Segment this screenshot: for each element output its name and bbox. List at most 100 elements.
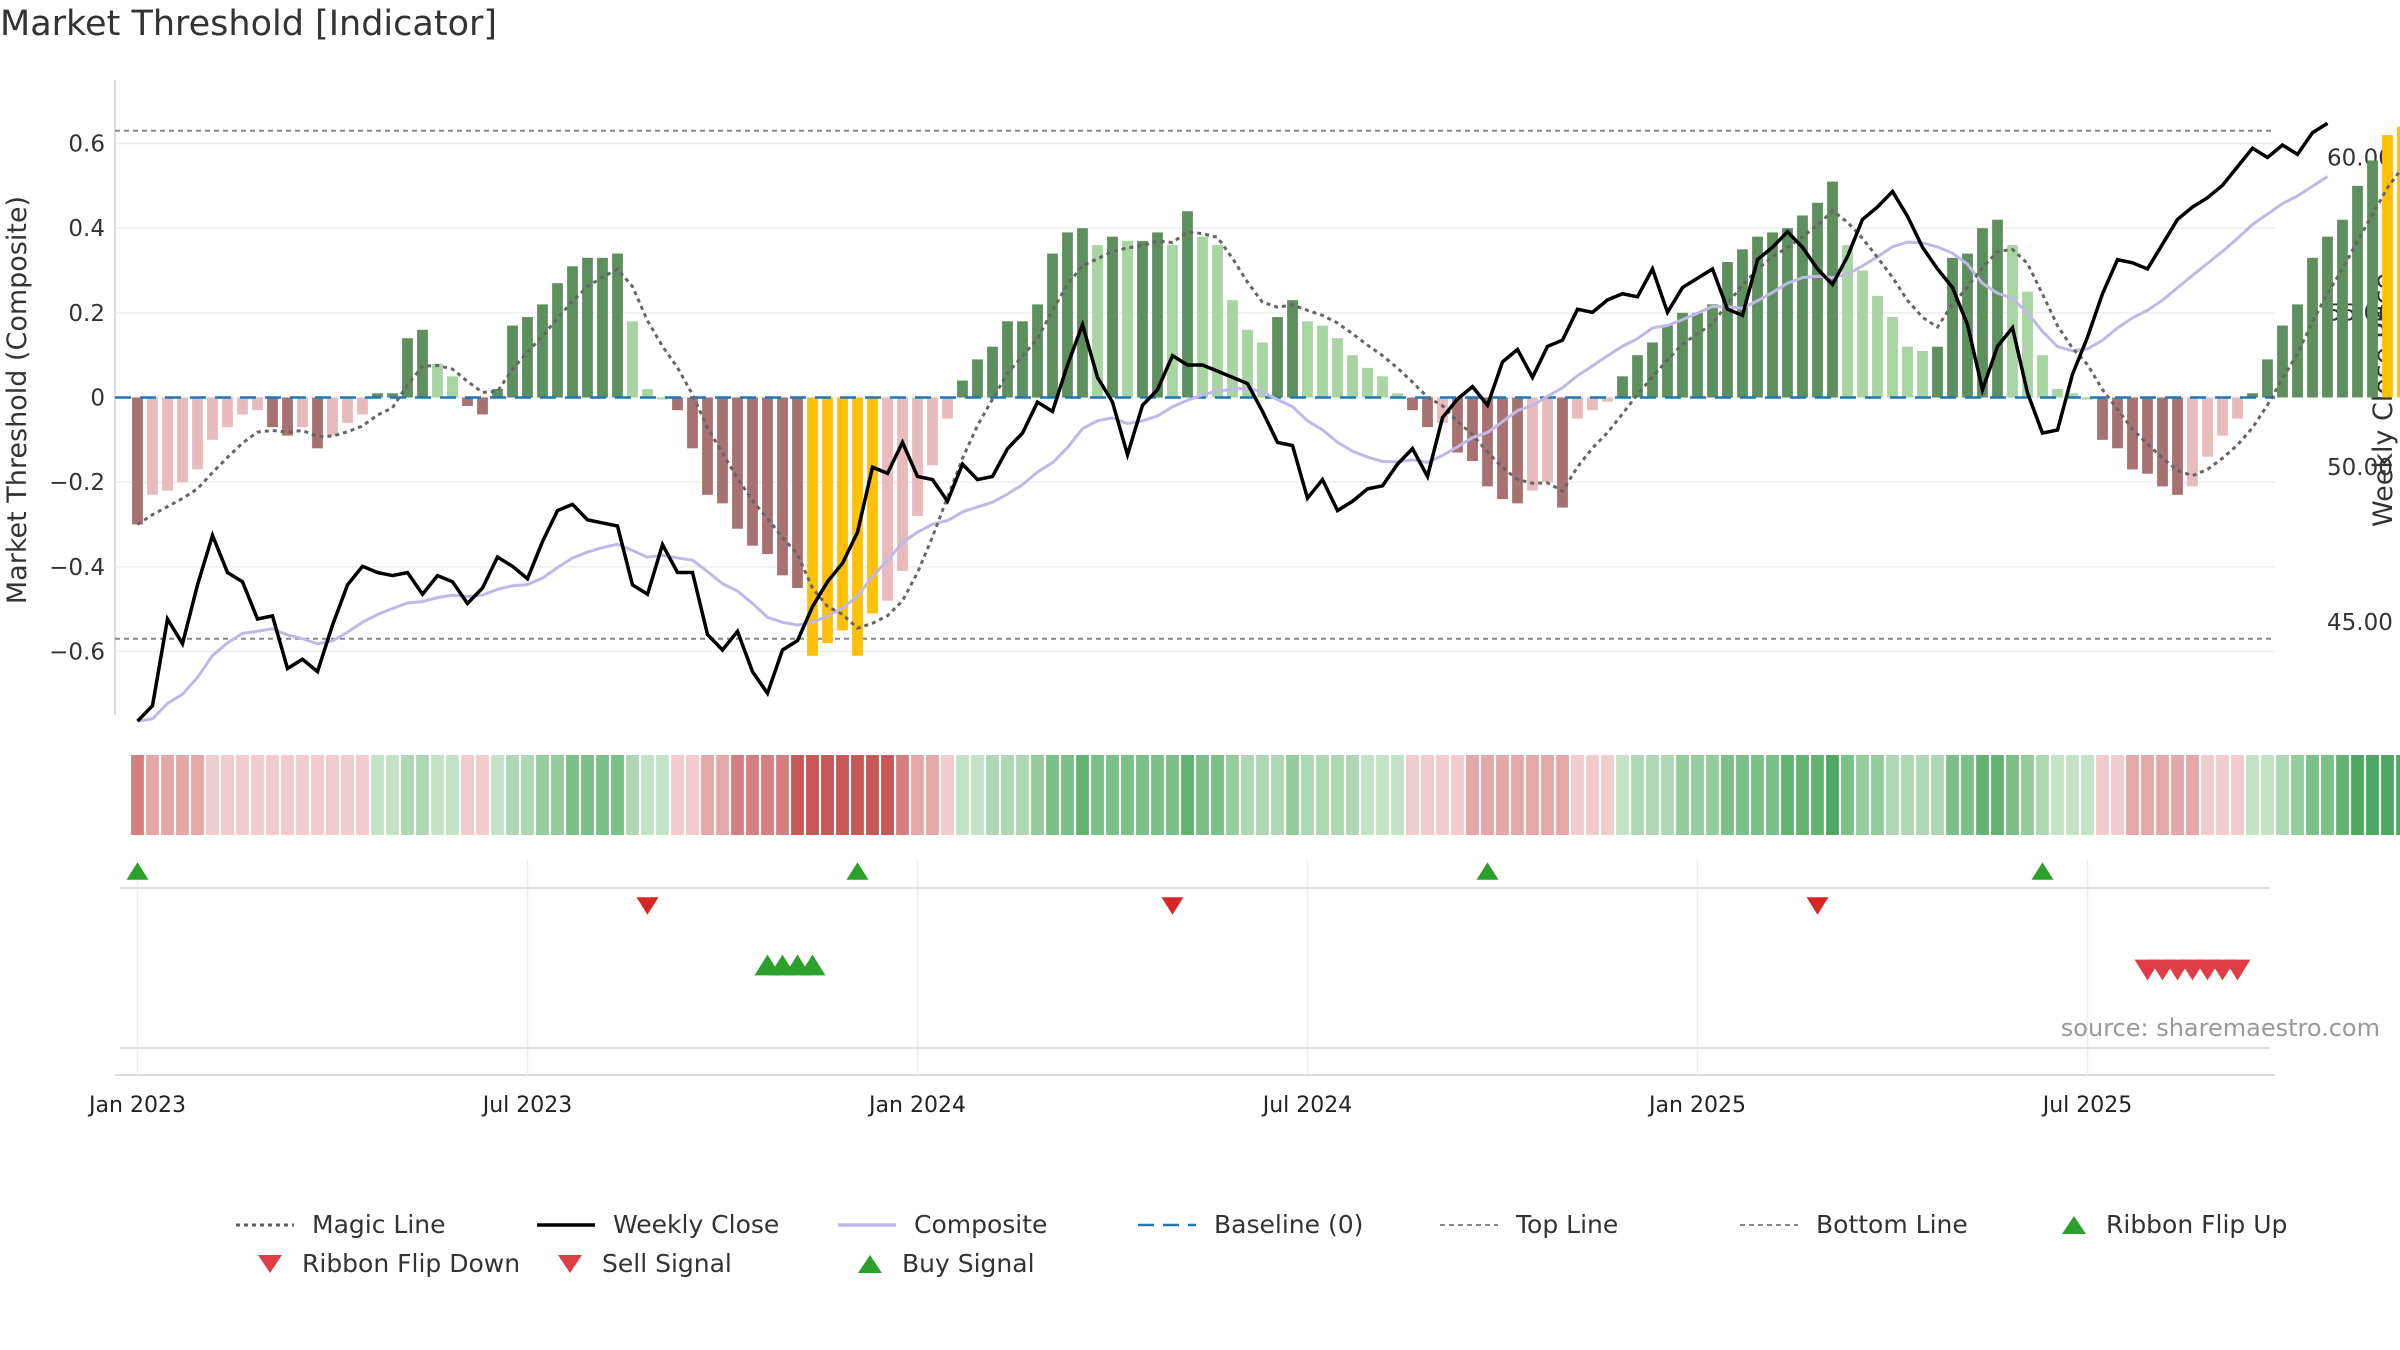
composite-bar bbox=[2307, 257, 2318, 398]
composite-bar bbox=[2172, 397, 2183, 495]
ribbon-cell bbox=[341, 755, 354, 835]
composite-bar bbox=[867, 397, 878, 614]
ribbon-cell bbox=[986, 755, 999, 835]
x-tick-label: Jan 2024 bbox=[867, 1093, 966, 1118]
ribbon-cell bbox=[431, 755, 444, 835]
composite-bar bbox=[327, 397, 338, 436]
ribbon-cell bbox=[1991, 755, 2004, 835]
composite-bar bbox=[762, 397, 773, 555]
composite-bar bbox=[1212, 245, 1223, 398]
ribbon-cell bbox=[2111, 755, 2124, 835]
ribbon-cell bbox=[1106, 755, 1119, 835]
ribbon-cell bbox=[1541, 755, 1554, 835]
ribbon-cell bbox=[1931, 755, 1944, 835]
composite-bar bbox=[2187, 397, 2198, 487]
ribbon-cell bbox=[1121, 755, 1134, 835]
composite-bar bbox=[1842, 245, 1853, 398]
ribbon-cell bbox=[1961, 755, 1974, 835]
ribbon-cell bbox=[2066, 755, 2079, 835]
composite-bar bbox=[597, 257, 608, 398]
composite-bar bbox=[1512, 397, 1523, 504]
ribbon-cell bbox=[1421, 755, 1434, 835]
ribbon-cell bbox=[1436, 755, 1449, 835]
composite-bar bbox=[492, 389, 503, 398]
ribbon-cell bbox=[2396, 755, 2400, 835]
composite-bar bbox=[1467, 397, 1478, 461]
composite-bar bbox=[1752, 236, 1763, 398]
ribbon-flip-up-marker bbox=[1476, 862, 1499, 880]
composite-bar bbox=[687, 397, 698, 449]
ribbon-cell bbox=[251, 755, 264, 835]
ribbon-cell bbox=[941, 755, 954, 835]
x-tick-label: Jul 2025 bbox=[2041, 1093, 2133, 1118]
ribbon-cell bbox=[1391, 755, 1404, 835]
ribbon-cell bbox=[1226, 755, 1239, 835]
composite-bar bbox=[2232, 397, 2243, 419]
composite-bar bbox=[222, 397, 233, 428]
composite-bar bbox=[432, 363, 443, 398]
composite-bar bbox=[957, 380, 968, 398]
ribbon-cell bbox=[776, 755, 789, 835]
y-tick-label-right: 45.00 bbox=[2327, 610, 2393, 636]
composite-bar bbox=[372, 393, 383, 398]
composite-bar bbox=[267, 397, 278, 428]
composite-bar bbox=[1362, 367, 1373, 398]
composite-bar bbox=[462, 397, 473, 406]
ribbon-cell bbox=[1496, 755, 1509, 835]
ribbon-cell bbox=[191, 755, 204, 835]
ribbon-cell bbox=[1946, 755, 1959, 835]
composite-bar bbox=[1782, 228, 1793, 398]
ribbon-cell bbox=[476, 755, 489, 835]
composite-bar bbox=[1572, 397, 1583, 419]
x-tick-label: Jul 2023 bbox=[481, 1093, 573, 1118]
ribbon-cell bbox=[236, 755, 249, 835]
ribbon-cell bbox=[1361, 755, 1374, 835]
composite-bar bbox=[1422, 397, 1433, 428]
composite-bar bbox=[387, 393, 398, 398]
ribbon-cell bbox=[2306, 755, 2319, 835]
ribbon-cell bbox=[1406, 755, 1419, 835]
ribbon-cell bbox=[596, 755, 609, 835]
composite-bar bbox=[1527, 397, 1538, 491]
ribbon-cell bbox=[1691, 755, 1704, 835]
composite-bar bbox=[1707, 304, 1718, 398]
composite-bar bbox=[2217, 397, 2228, 436]
composite-bar bbox=[897, 397, 908, 572]
composite-bar bbox=[1857, 270, 1868, 398]
ribbon-cell bbox=[206, 755, 219, 835]
composite-bar bbox=[657, 397, 668, 400]
ribbon-cell bbox=[1466, 755, 1479, 835]
ribbon-cell bbox=[1046, 755, 1059, 835]
ribbon-cell bbox=[1736, 755, 1749, 835]
composite-bar bbox=[402, 338, 413, 398]
composite-bar bbox=[2097, 397, 2108, 440]
ribbon-cell bbox=[1016, 755, 1029, 835]
composite-bar bbox=[1872, 295, 1883, 398]
ribbon-flip-down-marker bbox=[1161, 897, 1184, 915]
composite-bar bbox=[522, 317, 533, 398]
composite-bar bbox=[297, 397, 308, 428]
composite-bar bbox=[2022, 291, 2033, 398]
composite-bar bbox=[1437, 397, 1448, 423]
composite-line bbox=[137, 175, 2329, 723]
composite-bar bbox=[1347, 355, 1358, 398]
ribbon-cell bbox=[656, 755, 669, 835]
ribbon-cell bbox=[1271, 755, 1284, 835]
ribbon-cell bbox=[1796, 755, 1809, 835]
composite-bar bbox=[447, 376, 458, 398]
composite-bar bbox=[2202, 397, 2213, 457]
ribbon-cell bbox=[956, 755, 969, 835]
ribbon-cell bbox=[281, 755, 294, 835]
composite-bar bbox=[537, 304, 548, 398]
ribbon-cell bbox=[866, 755, 879, 835]
ribbon-cell bbox=[1451, 755, 1464, 835]
ribbon-cell bbox=[1586, 755, 1599, 835]
ribbon-cell bbox=[701, 755, 714, 835]
ribbon-cell bbox=[356, 755, 369, 835]
ribbon-cell bbox=[506, 755, 519, 835]
ribbon-cell bbox=[626, 755, 639, 835]
ribbon-cell bbox=[1136, 755, 1149, 835]
ribbon-cell bbox=[641, 755, 654, 835]
composite-bar bbox=[612, 253, 623, 398]
